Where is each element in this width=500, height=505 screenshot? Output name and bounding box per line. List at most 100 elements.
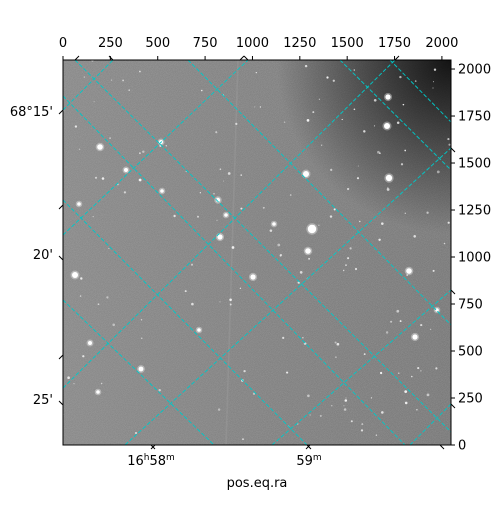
bright-star	[385, 174, 393, 182]
star	[373, 98, 377, 102]
bright-star	[215, 197, 221, 203]
star	[342, 269, 345, 272]
star	[299, 271, 303, 274]
plot-frame	[62, 59, 452, 446]
bright-star	[250, 274, 256, 280]
star	[252, 392, 256, 395]
bright-star	[224, 213, 228, 217]
wcs-edge-tick	[108, 55, 114, 61]
star	[356, 177, 360, 180]
top-tick-label: 750	[193, 36, 218, 51]
star	[345, 397, 347, 399]
star	[349, 247, 352, 250]
star	[308, 257, 311, 260]
star	[111, 79, 113, 81]
right-tick-label: 0	[458, 439, 466, 454]
star	[361, 423, 364, 426]
wcs-edge-tick	[305, 444, 311, 450]
wcs-edge-tick	[150, 444, 156, 450]
star	[128, 89, 130, 91]
star	[240, 174, 242, 176]
star	[185, 171, 187, 173]
star	[346, 187, 350, 191]
star	[357, 165, 359, 167]
star	[197, 215, 199, 218]
star	[304, 64, 308, 68]
top-tick-label: 250	[98, 36, 123, 51]
star	[332, 79, 335, 82]
dec-tick-label-20: 20'	[33, 248, 53, 263]
star	[350, 420, 353, 423]
star	[319, 414, 322, 417]
wcs-edge-tick	[450, 289, 456, 295]
star	[360, 429, 364, 432]
star	[307, 394, 310, 398]
grid-line	[63, 299, 215, 445]
wcs-edge-tick	[58, 354, 64, 360]
star	[215, 131, 218, 134]
right-tick-label: 1500	[458, 157, 491, 172]
star	[345, 264, 347, 266]
star	[190, 263, 194, 266]
wcs-edge-tick	[74, 55, 80, 61]
star	[138, 70, 141, 73]
star	[404, 212, 407, 215]
star	[432, 269, 435, 272]
star	[73, 383, 75, 385]
top-tick-label: 1750	[378, 36, 411, 51]
star	[343, 408, 347, 411]
sky-image	[63, 60, 451, 445]
star	[399, 75, 402, 79]
wcs-edge-tick	[439, 444, 445, 450]
bright-star	[305, 248, 311, 254]
star	[94, 176, 98, 179]
star	[385, 331, 389, 334]
bright-star	[412, 334, 418, 340]
wcs-tick-marks	[58, 55, 456, 450]
grid-line	[409, 403, 451, 445]
top-tick-label: 2000	[425, 36, 458, 51]
bright-star	[72, 272, 78, 278]
star	[83, 76, 85, 78]
grid-line	[63, 199, 308, 445]
ra-tick-label-59m: 59m	[296, 453, 321, 469]
star	[80, 277, 83, 280]
star	[420, 324, 423, 327]
star	[239, 287, 242, 289]
star	[262, 206, 265, 209]
star	[404, 149, 407, 152]
star	[378, 238, 381, 242]
star	[219, 301, 221, 303]
bright-star	[88, 341, 92, 345]
star	[331, 405, 333, 407]
star	[79, 295, 82, 297]
star	[448, 143, 451, 146]
wcs-edge-tick	[58, 400, 64, 406]
wcs-edge-tick	[58, 255, 64, 261]
star	[432, 87, 434, 89]
star	[417, 367, 420, 370]
star	[229, 298, 232, 302]
star	[354, 267, 358, 271]
grid-line	[187, 60, 451, 326]
star	[396, 309, 400, 313]
star	[318, 224, 320, 226]
grid-line	[389, 60, 451, 123]
star	[92, 215, 94, 218]
star	[396, 121, 400, 124]
star	[406, 274, 409, 276]
star	[139, 152, 141, 155]
star	[402, 103, 405, 106]
star	[122, 79, 125, 82]
star	[191, 302, 194, 306]
star	[377, 150, 380, 154]
star	[259, 106, 262, 108]
star	[93, 101, 95, 103]
star	[420, 370, 422, 372]
star	[426, 393, 430, 397]
star	[344, 399, 348, 402]
star	[243, 369, 246, 373]
star	[242, 438, 244, 441]
bright-star	[435, 308, 439, 312]
star	[254, 106, 256, 108]
